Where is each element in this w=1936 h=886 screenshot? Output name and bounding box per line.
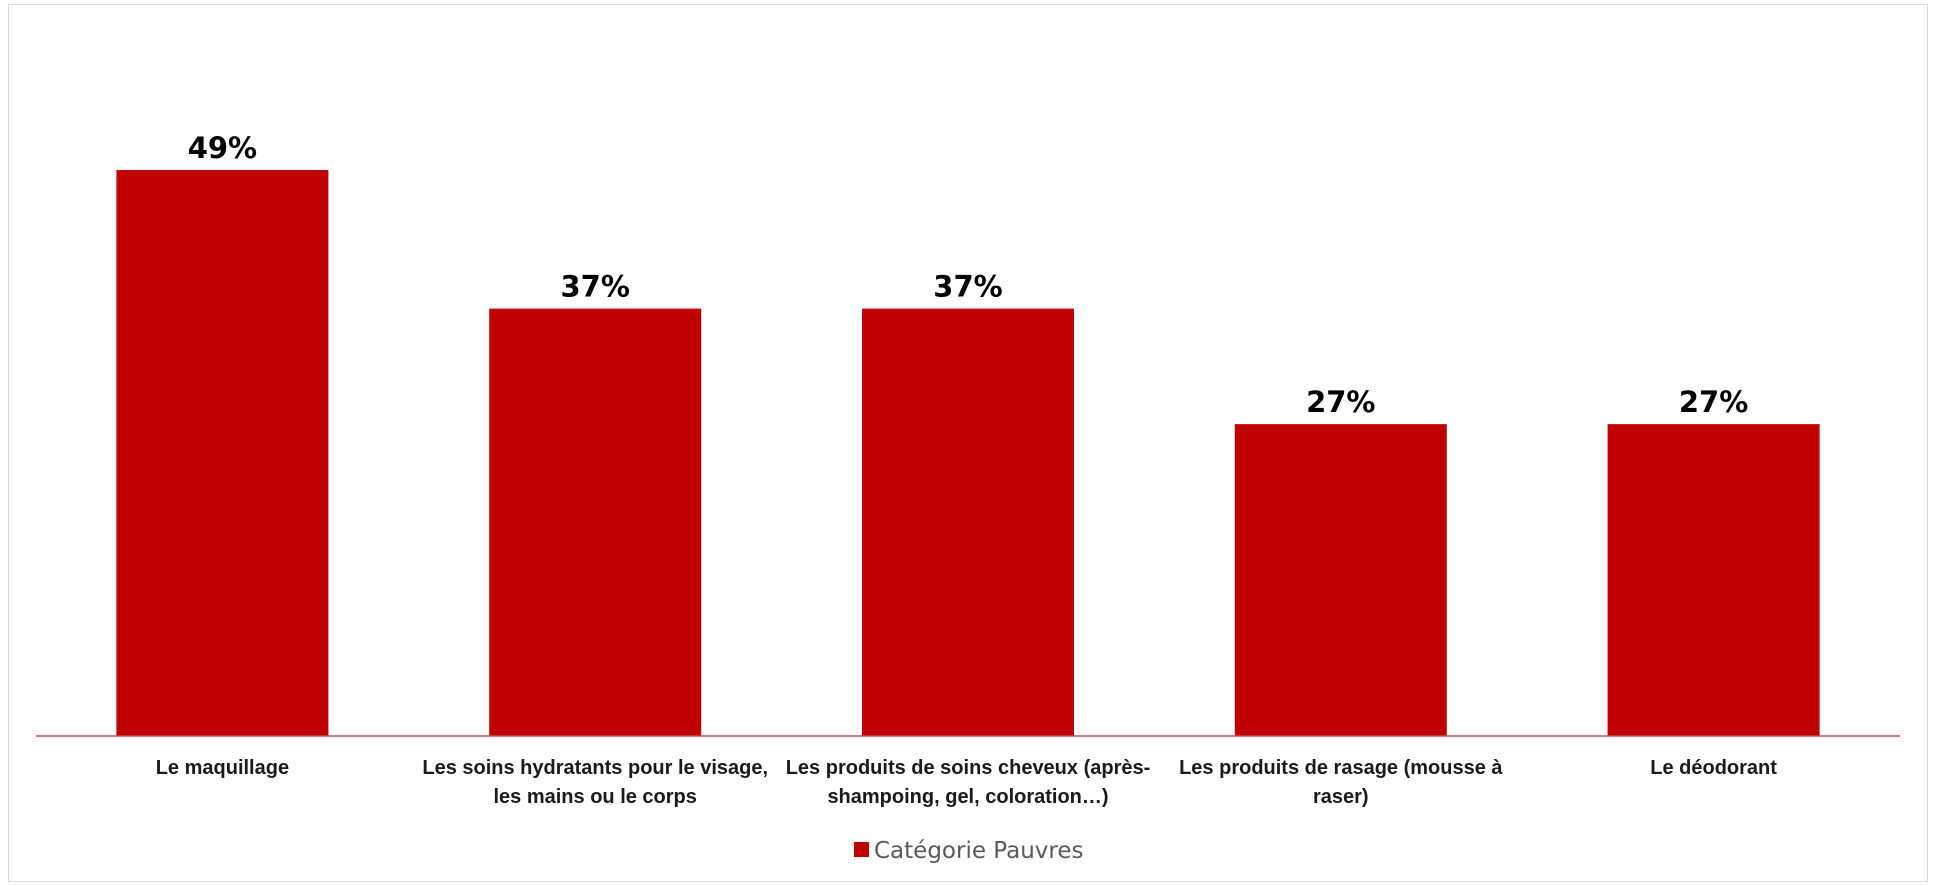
category-labels-group: Le maquillage Les soins hydratants pour l…: [156, 757, 1778, 808]
value-label-2: 37%: [560, 270, 629, 304]
bars-group: [116, 170, 1820, 737]
category-label-line: shampoing, gel, coloration…): [827, 786, 1108, 808]
category-label-4: Les produits de rasage (mousse à raser): [1179, 757, 1503, 808]
legend-label: Catégorie Pauvres: [874, 838, 1084, 864]
category-label-line: Le maquillage: [156, 757, 289, 779]
category-label-line: Les produits de soins cheveux (après-: [786, 757, 1151, 779]
category-label-1: Le maquillage: [156, 757, 289, 779]
category-label-3: Les produits de soins cheveux (après-sha…: [786, 757, 1151, 808]
category-label-2: Les soins hydratants pour le visage, les …: [422, 757, 768, 808]
category-label-5: Le déodorant: [1650, 757, 1777, 779]
bar-1: [116, 170, 329, 737]
value-labels-group: 49% 37% 37% 27% 27%: [188, 131, 1749, 419]
value-label-3: 37%: [933, 270, 1002, 304]
legend: Catégorie Pauvres: [854, 838, 1084, 864]
category-label-line: Les soins hydratants pour le visage,: [422, 757, 768, 779]
category-label-line: Les produits de rasage (mousse à: [1179, 757, 1503, 779]
category-label-line: les mains ou le corps: [493, 786, 696, 808]
bar-5: [1607, 424, 1820, 736]
category-label-line: raser): [1313, 786, 1369, 808]
bar-3: [862, 308, 1074, 736]
bar-4: [1234, 424, 1447, 736]
category-label-line: Le déodorant: [1650, 757, 1777, 779]
legend-swatch: [854, 842, 869, 857]
value-label-4: 27%: [1306, 385, 1375, 419]
value-label-5: 27%: [1679, 385, 1748, 419]
value-label-1: 49%: [188, 131, 257, 165]
bar-2: [489, 308, 702, 736]
